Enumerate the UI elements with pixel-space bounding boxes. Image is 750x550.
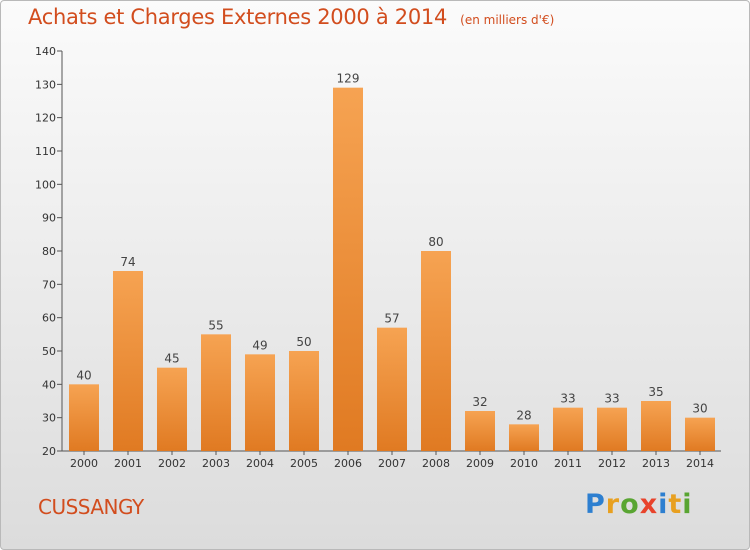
data-label: 49 (252, 338, 267, 352)
bar (421, 251, 451, 451)
x-tick-label: 2001 (114, 457, 142, 470)
y-tick-label: 120 (35, 112, 56, 125)
data-label: 33 (604, 392, 619, 406)
x-tick-label: 2011 (554, 457, 582, 470)
bar (289, 351, 319, 451)
data-label: 45 (164, 352, 179, 366)
y-tick-label: 70 (42, 278, 56, 291)
data-label: 33 (560, 392, 575, 406)
y-tick-label: 140 (35, 45, 56, 58)
data-label: 40 (76, 368, 91, 382)
x-tick-label: 2012 (598, 457, 626, 470)
bar (685, 417, 715, 451)
bar (465, 411, 495, 451)
data-label: 28 (516, 408, 531, 422)
bar (377, 327, 407, 451)
proxiti-logo[interactable]: Proxiti (585, 489, 693, 520)
x-tick-label: 2005 (290, 457, 318, 470)
data-label: 74 (120, 255, 135, 269)
x-tick-label: 2004 (246, 457, 274, 470)
bar (201, 334, 231, 451)
data-label: 32 (472, 395, 487, 409)
x-tick-label: 2007 (378, 457, 406, 470)
y-tick-label: 50 (42, 345, 56, 358)
data-label: 35 (648, 385, 663, 399)
y-tick-label: 60 (42, 312, 56, 325)
y-tick-label: 130 (35, 78, 56, 91)
y-tick-label: 100 (35, 178, 56, 191)
bar (245, 354, 275, 451)
bar (69, 384, 99, 451)
data-label: 129 (337, 72, 360, 86)
commune-name: CUSSANGY (38, 495, 144, 519)
title-row: Achats et Charges Externes 2000 à 2014 (… (28, 5, 554, 29)
data-label: 57 (384, 312, 399, 326)
data-label: 30 (692, 402, 707, 416)
bar (553, 407, 583, 451)
data-label: 55 (208, 318, 223, 332)
x-tick-label: 2013 (642, 457, 670, 470)
x-tick-label: 2006 (334, 457, 362, 470)
y-tick-label: 110 (35, 145, 56, 158)
chart-title: Achats et Charges Externes 2000 à 2014 (28, 5, 448, 29)
x-tick-label: 2000 (70, 457, 98, 470)
x-tick-label: 2008 (422, 457, 450, 470)
y-tick-label: 20 (42, 445, 56, 458)
bar (333, 87, 363, 452)
x-tick-label: 2009 (466, 457, 494, 470)
bar (641, 401, 671, 451)
bar (597, 407, 627, 451)
y-tick-label: 30 (42, 412, 56, 425)
bar (509, 424, 539, 451)
chart-subtitle: (en milliers d'€) (460, 13, 555, 27)
data-label: 50 (296, 335, 311, 349)
bar (113, 271, 143, 451)
y-tick-label: 90 (42, 212, 56, 225)
y-tick-label: 40 (42, 378, 56, 391)
bar (157, 367, 187, 451)
x-tick-label: 2014 (686, 457, 714, 470)
x-tick-label: 2002 (158, 457, 186, 470)
x-tick-label: 2010 (510, 457, 538, 470)
x-tick-label: 2003 (202, 457, 230, 470)
y-tick-label: 80 (42, 245, 56, 258)
data-label: 80 (428, 235, 443, 249)
